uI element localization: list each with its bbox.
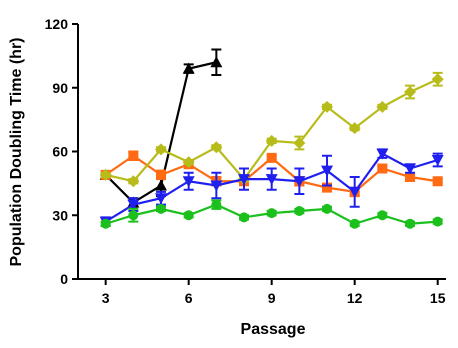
- data-point: [431, 73, 444, 86]
- data-point: [238, 174, 251, 186]
- data-point: [321, 165, 334, 177]
- data-point: [349, 218, 360, 229]
- x-tick-label: 12: [347, 290, 363, 306]
- data-point: [182, 62, 195, 74]
- x-tick-label: 9: [268, 290, 276, 306]
- data-point: [210, 141, 223, 154]
- data-point: [155, 193, 168, 205]
- data-point: [432, 216, 443, 227]
- data-point: [431, 155, 444, 166]
- data-point: [376, 100, 389, 113]
- data-point: [348, 186, 361, 198]
- series-line: [105, 78, 439, 183]
- series-4: [100, 199, 443, 229]
- axes: 0 30 60 90 120 3 6 9 12 15: [45, 16, 446, 306]
- y-tick-label: 0: [60, 271, 68, 287]
- data-point: [182, 176, 195, 188]
- data-point: [348, 122, 361, 135]
- data-point: [182, 156, 195, 169]
- y-axis-label: Population Doubling Time (hr): [8, 37, 25, 266]
- data-point: [156, 169, 167, 180]
- data-point: [100, 218, 111, 229]
- data-point: [293, 137, 306, 149]
- x-tick-label: 15: [430, 290, 446, 306]
- y-tick-label: 60: [52, 144, 68, 160]
- y-tick-label: 120: [45, 16, 69, 32]
- x-tick-label: 3: [102, 290, 110, 306]
- y-tick-label: 90: [52, 80, 68, 96]
- data-point: [239, 212, 250, 223]
- series-2: [99, 71, 444, 188]
- data-point: [156, 203, 167, 214]
- data-point: [377, 210, 388, 221]
- series-layer: [99, 48, 444, 229]
- y-tick-label: 30: [52, 207, 68, 223]
- data-point: [432, 176, 443, 187]
- data-point: [211, 199, 222, 210]
- x-tick-label: 6: [185, 290, 193, 306]
- data-point: [322, 182, 333, 193]
- data-point: [322, 203, 333, 214]
- data-point: [210, 56, 223, 68]
- data-point: [127, 199, 140, 211]
- data-point: [128, 150, 139, 161]
- data-point: [404, 163, 417, 175]
- data-point: [99, 168, 112, 181]
- data-point: [405, 218, 416, 229]
- data-point: [265, 174, 278, 186]
- data-point: [321, 100, 334, 113]
- data-point: [210, 180, 223, 192]
- data-point: [155, 179, 168, 191]
- data-point: [265, 134, 278, 147]
- data-point: [376, 148, 389, 160]
- data-point: [266, 152, 277, 163]
- data-point: [183, 210, 194, 221]
- x-axis-label: Passage: [241, 321, 306, 338]
- data-point: [377, 163, 388, 174]
- data-point: [405, 172, 416, 182]
- data-point: [127, 175, 140, 188]
- data-point: [294, 206, 305, 216]
- data-point: [404, 86, 417, 98]
- data-point: [128, 210, 139, 221]
- data-point: [266, 208, 277, 219]
- data-point: [155, 143, 168, 156]
- data-point: [293, 176, 306, 188]
